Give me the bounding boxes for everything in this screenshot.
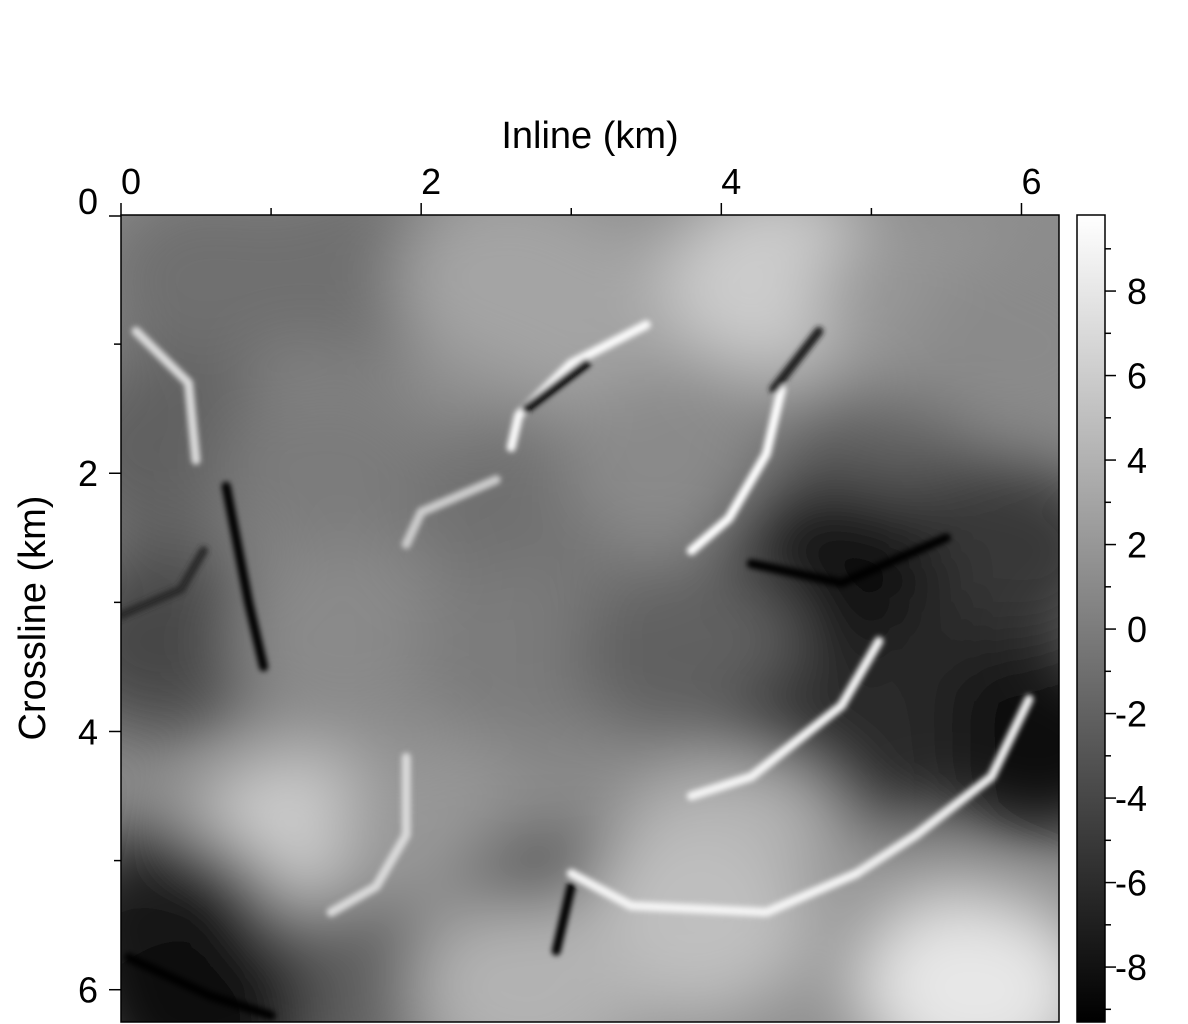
zone-3 [486, 223, 717, 414]
zone-29 [861, 894, 1059, 1022]
zone-19 [921, 649, 1059, 840]
colorbar-tick-label-3: 2 [1127, 525, 1147, 566]
y-tick-label-2: 4 [78, 711, 98, 752]
ridge-7 [566, 869, 861, 917]
ridge-12 [121, 546, 208, 620]
ridge-4 [131, 326, 201, 465]
colorbar-tick-label-1: 6 [1127, 356, 1147, 397]
ridge-5 [686, 636, 884, 801]
y-tick-label-3: 6 [78, 970, 98, 1011]
zone-8 [216, 378, 447, 569]
y-tick-label-1: 2 [78, 453, 98, 494]
x-axis: 0 2 4 6 [120, 161, 1041, 215]
ridge-9 [326, 752, 411, 917]
colorbar-tick-label-8: -8 [1115, 947, 1147, 988]
colorbar-tick-label-5: -2 [1115, 694, 1147, 735]
zone-15 [231, 546, 462, 737]
x-tick-label-2: 4 [721, 161, 741, 202]
x-tick-label-3: 6 [1021, 161, 1041, 202]
zone-31 [121, 914, 312, 1022]
zone-32 [411, 894, 642, 1022]
ridge-10 [551, 881, 576, 956]
heatmap-ridges [121, 320, 1034, 1020]
heatmap-image [121, 215, 1059, 1022]
zone-6 [906, 249, 1059, 440]
ridge-6 [851, 694, 1034, 878]
x-tick-label-0: 0 [121, 161, 141, 202]
zone-16 [411, 559, 642, 750]
y-tick-label-0: 0 [78, 181, 98, 222]
colorbar-ticks: 8 6 4 2 0 -2 -4 -6 -8 [1105, 248, 1147, 1011]
ridge-2 [686, 384, 786, 556]
ridge-8 [746, 533, 951, 588]
ridge-3 [221, 481, 269, 672]
x-axis-label: Inline (km) [501, 115, 678, 157]
heatmap-zones [121, 215, 1059, 1022]
ridge-13 [401, 475, 501, 549]
y-axis: 0 2 4 6 [78, 181, 121, 1011]
x-tick-label-1: 2 [421, 161, 441, 202]
y-axis-label: Crossline (km) [12, 496, 54, 741]
ridge-11 [124, 952, 276, 1020]
ridge-14 [769, 326, 824, 394]
colorbar-bar [1076, 214, 1106, 1023]
colorbar-tick-label-6: -4 [1115, 778, 1147, 819]
colorbar: 8 6 4 2 0 -2 -4 -6 -8 [1076, 214, 1147, 1023]
plot-frame [120, 214, 1060, 1023]
colorbar-tick-label-7: -6 [1115, 863, 1147, 904]
colorbar-tick-label-4: 0 [1127, 609, 1147, 650]
colorbar-tick-label-0: 8 [1127, 271, 1147, 312]
colorbar-tick-label-2: 4 [1127, 440, 1147, 481]
ridge-1 [521, 359, 591, 414]
